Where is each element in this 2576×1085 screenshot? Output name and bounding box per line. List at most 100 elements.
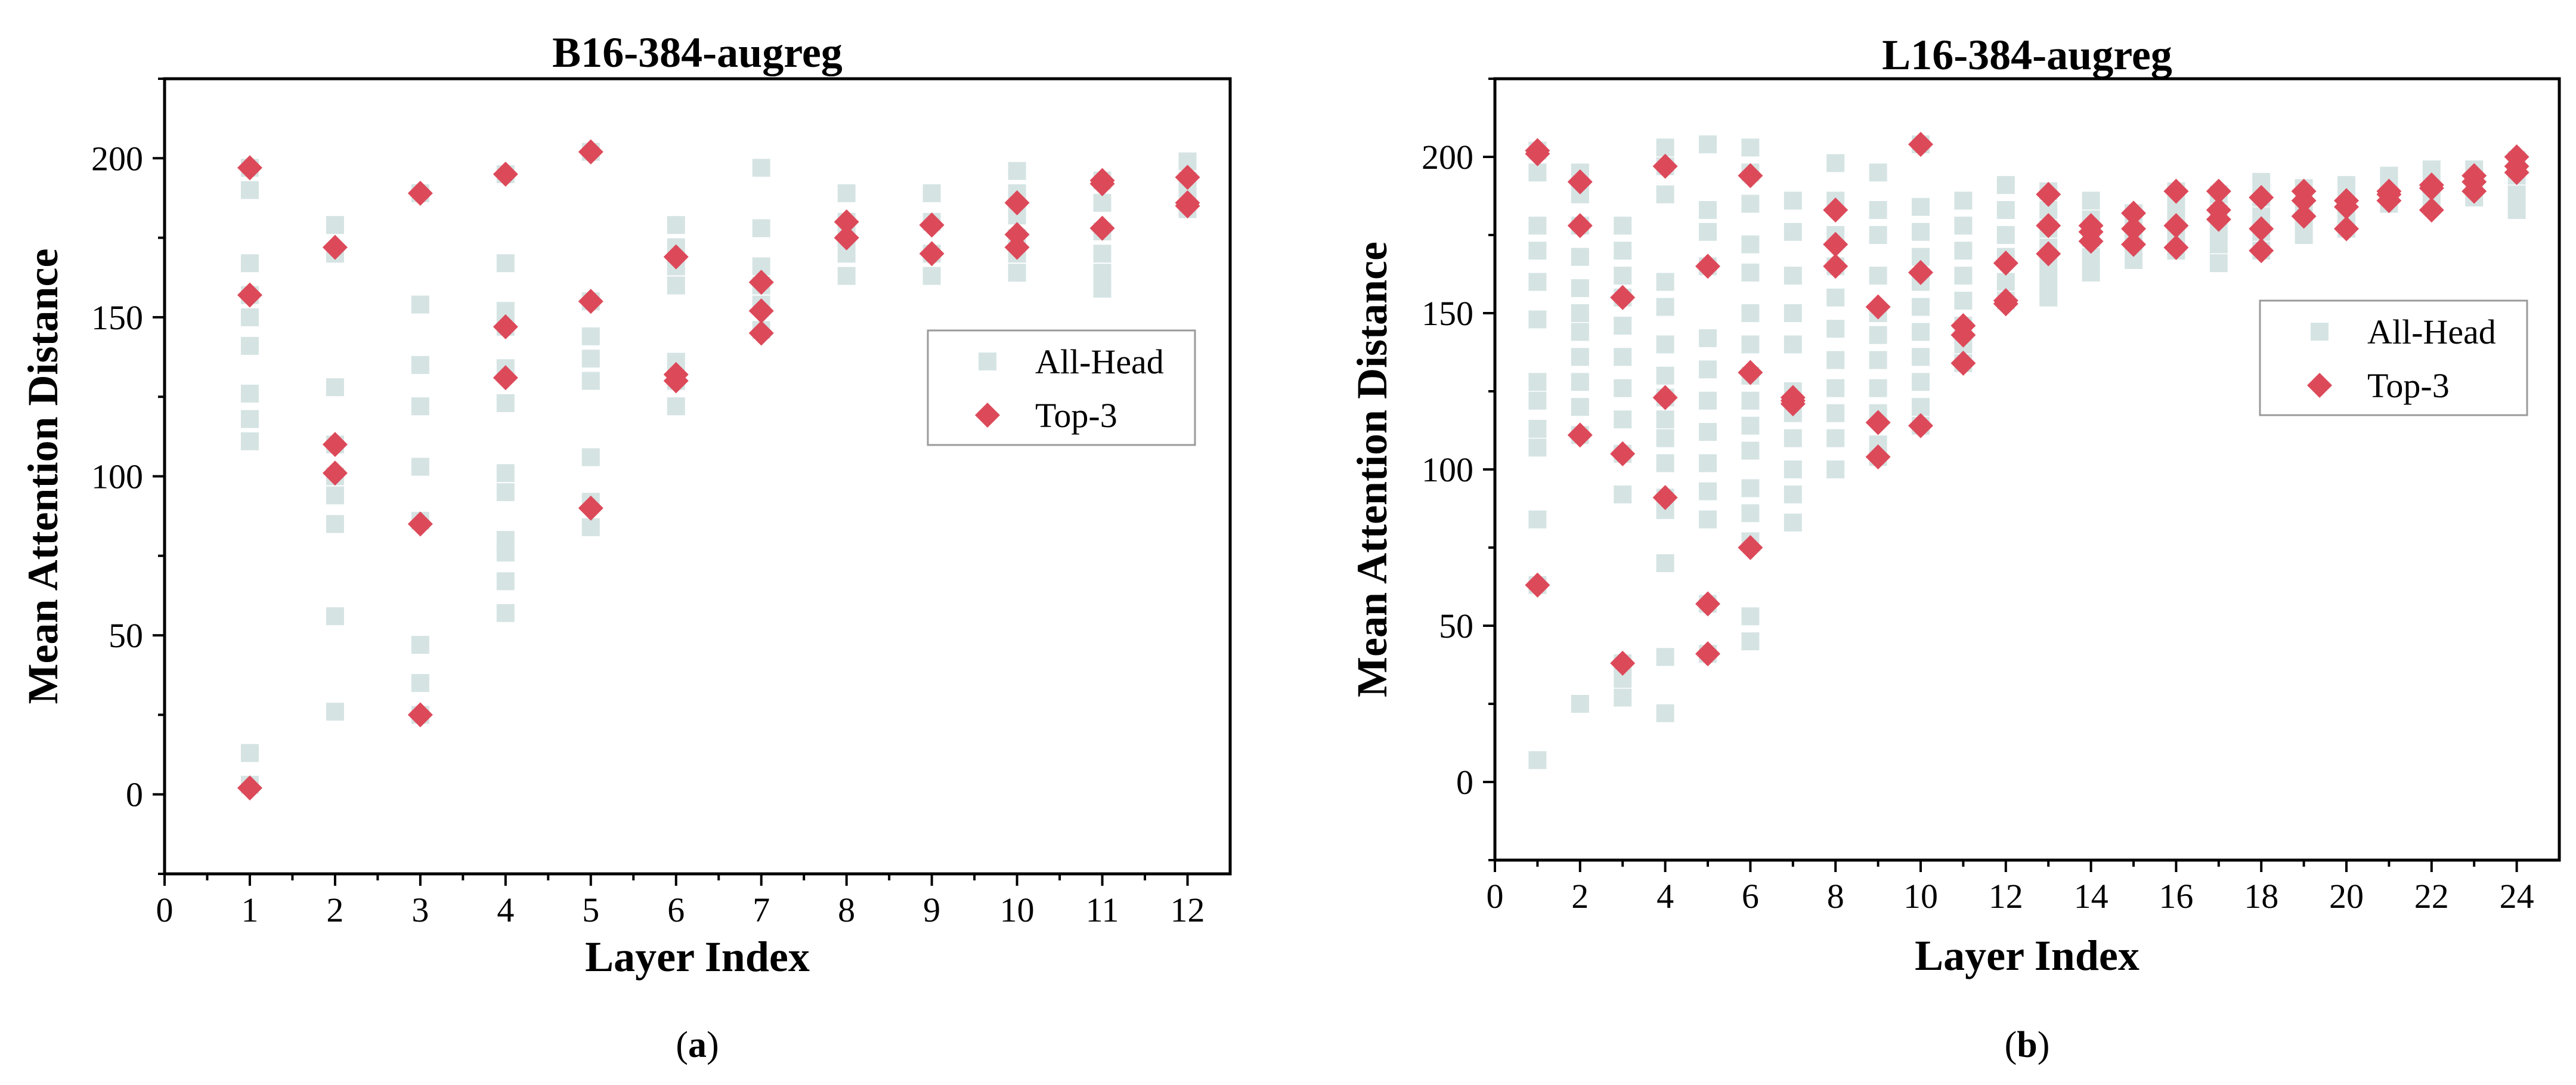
y-tick-label: 50 — [1439, 607, 1473, 645]
all-head-point — [1699, 135, 1717, 154]
top3-point — [1865, 410, 1891, 435]
all-head-point — [1826, 460, 1845, 478]
all-head-point — [1528, 242, 1547, 260]
all-head-point — [922, 267, 941, 285]
top3-point — [407, 702, 433, 728]
top3-point — [2249, 216, 2274, 242]
top3-point — [493, 314, 518, 339]
all-head-point — [1741, 263, 1760, 282]
y-tick-label: 0 — [126, 775, 143, 814]
top3-point — [1780, 388, 1806, 413]
all-head-point — [1699, 360, 1717, 379]
x-tick-label: 8 — [838, 891, 855, 929]
x-tick-label: 16 — [2159, 877, 2193, 916]
all-head-point — [1614, 379, 1632, 397]
all-head-point — [1741, 304, 1760, 322]
all-head-point — [1614, 410, 1632, 429]
top3-point — [578, 289, 603, 314]
top3-point — [1865, 444, 1891, 470]
figure-caption: (a) — [676, 1025, 719, 1065]
all-head-point — [496, 572, 515, 591]
all-head-point — [1093, 279, 1111, 298]
series-top-3 — [237, 139, 1200, 801]
top3-point — [1089, 215, 1115, 241]
all-head-point — [1656, 704, 1674, 722]
all-head-point — [581, 518, 600, 536]
all-head-point — [1954, 217, 1973, 235]
all-head-point — [1528, 163, 1547, 182]
all-head-point — [1869, 226, 1887, 244]
all-head-point — [1784, 485, 1802, 503]
all-head-point — [1784, 460, 1802, 478]
series-top-3 — [1525, 132, 2529, 676]
all-head-point — [1826, 379, 1845, 397]
x-tick-label: 1 — [241, 891, 258, 929]
legend-box — [2259, 299, 2528, 416]
all-head-point — [837, 267, 856, 285]
all-head-point — [326, 378, 344, 397]
all-head-point — [1826, 320, 1845, 338]
top3-point — [748, 320, 774, 346]
top3-point — [1950, 350, 1976, 376]
top3-point — [1004, 222, 1030, 248]
all-head-point — [1826, 288, 1845, 307]
top3-point — [1525, 572, 1550, 598]
x-tick-label: 2 — [326, 891, 343, 929]
legend-label: Top-3 — [2367, 366, 2450, 405]
all-head-point — [1528, 391, 1547, 410]
x-tick-label: 24 — [2500, 877, 2534, 916]
all-head-point — [2295, 226, 2313, 244]
top3-point — [493, 161, 518, 187]
top3-point — [663, 244, 689, 270]
top3-point — [2121, 200, 2146, 226]
all-head-point — [1571, 323, 1589, 341]
all-head-point — [1528, 217, 1547, 235]
all-head-point — [1912, 348, 1930, 366]
all-head-point — [1869, 326, 1887, 344]
top3-point — [663, 368, 689, 394]
all-head-point — [1656, 138, 1674, 157]
all-head-point — [411, 295, 429, 314]
top3-point — [1823, 197, 1849, 223]
top3-point — [2078, 228, 2104, 254]
y-tick-label: 200 — [1422, 138, 1473, 177]
top3-point — [1993, 291, 2018, 317]
all-head-point — [1093, 193, 1111, 212]
all-head-point — [496, 254, 515, 273]
top3-point — [1089, 171, 1115, 196]
top3-point — [1908, 259, 1933, 285]
all-head-point — [2507, 201, 2526, 220]
top3-point — [1993, 251, 2018, 276]
top3-point — [322, 432, 348, 458]
top3-point — [322, 460, 348, 486]
all-head-point — [1528, 373, 1547, 391]
all-head-point — [1528, 273, 1547, 291]
all-head-point — [1699, 510, 1717, 528]
top3-point — [2291, 203, 2317, 229]
top3-point — [2419, 197, 2444, 223]
all-head-point — [1614, 348, 1632, 366]
top3-point — [1004, 190, 1030, 215]
all-head-point — [1741, 335, 1760, 354]
legend-label: All-Head — [1035, 342, 1164, 381]
all-head-point — [1912, 197, 1930, 216]
all-head-point — [1528, 419, 1547, 438]
y-tick-label: 150 — [1422, 294, 1473, 333]
top3-point — [834, 225, 859, 251]
all-head-point — [1571, 248, 1589, 266]
top3-point — [578, 139, 603, 165]
all-head-point — [1996, 176, 2015, 194]
x-tick-label: 12 — [1989, 877, 2023, 916]
all-head-point — [1996, 201, 2015, 220]
top3-point — [1567, 422, 1593, 448]
top3-point — [1610, 285, 1636, 310]
all-head-point — [1571, 304, 1589, 322]
all-head-point — [1656, 429, 1674, 447]
top3-point — [2249, 238, 2274, 264]
all-head-point — [411, 636, 429, 654]
top3-point — [2036, 181, 2061, 207]
top3-point — [2334, 194, 2359, 220]
all-head-point — [1656, 273, 1674, 291]
x-axis-label: Layer Index — [585, 933, 810, 981]
